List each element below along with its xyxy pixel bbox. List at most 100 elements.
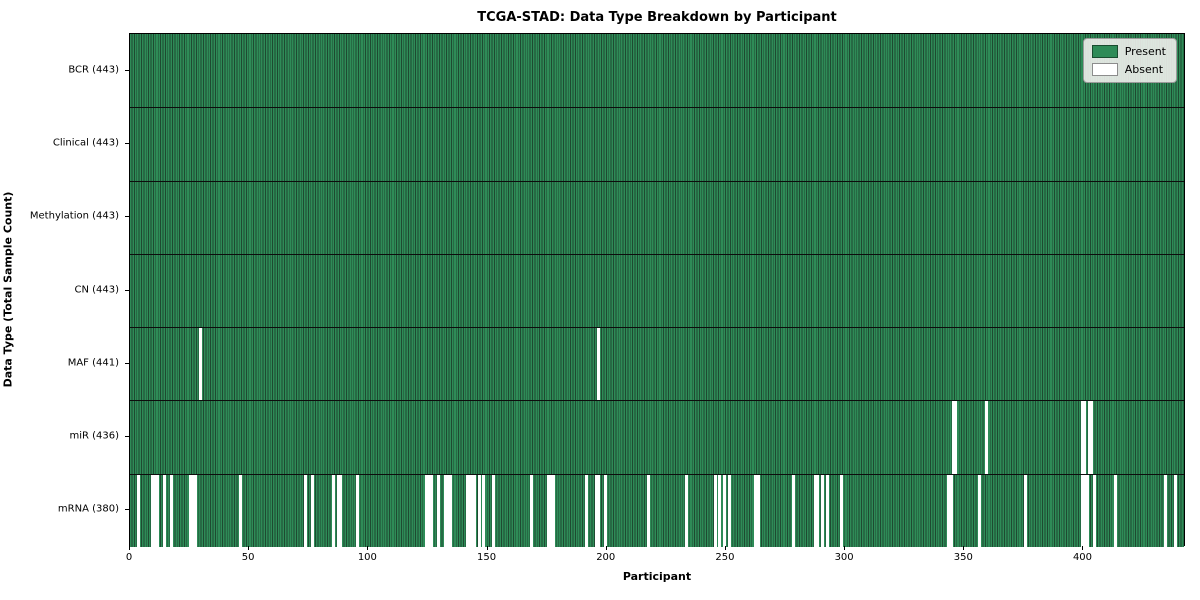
- absent-stripe: [754, 474, 758, 547]
- absent-stripe: [840, 474, 844, 547]
- absent-stripe: [594, 474, 598, 547]
- absent-stripe: [546, 474, 550, 547]
- absent-stripe: [1080, 474, 1084, 547]
- absent-stripe: [820, 474, 824, 547]
- absent-stripe: [198, 328, 202, 401]
- absent-swatch: [1091, 63, 1118, 76]
- x-tick-label: 300: [834, 552, 854, 563]
- x-tick-mark: [248, 546, 250, 550]
- row-methylation: [130, 180, 1184, 254]
- x-tick-mark: [724, 546, 726, 550]
- absent-stripe: [1080, 401, 1084, 474]
- absent-stripe: [189, 474, 193, 547]
- y-tick-mark: [125, 69, 129, 71]
- y-tick-mark: [125, 509, 129, 511]
- absent-stripe: [239, 474, 243, 547]
- y-tick-label: mRNA (380): [57, 503, 119, 515]
- x-tick-label: 200: [596, 552, 616, 563]
- absent-stripe: [1164, 474, 1168, 547]
- absent-stripe: [170, 474, 174, 547]
- row-cn: [130, 253, 1184, 328]
- absent-stripe: [470, 474, 474, 547]
- row-bcr: [130, 34, 1184, 108]
- absent-stripe: [444, 474, 448, 547]
- legend-item-present: Present: [1091, 45, 1166, 58]
- absent-stripe: [1085, 474, 1089, 547]
- absent-stripe: [985, 401, 989, 474]
- absent-stripe: [425, 474, 429, 547]
- absent-stripe: [465, 474, 469, 547]
- legend-item-absent: Absent: [1091, 63, 1166, 76]
- row-maf: [130, 327, 1184, 401]
- row-clinical: [130, 107, 1184, 181]
- absent-stripe: [449, 474, 453, 547]
- absent-stripe: [825, 474, 829, 547]
- absent-stripe: [718, 474, 722, 547]
- absent-stripe: [337, 474, 341, 547]
- absent-stripe: [339, 474, 343, 547]
- absent-stripe: [163, 474, 167, 547]
- absent-stripe: [596, 328, 600, 401]
- absent-stripe: [1023, 474, 1027, 547]
- absent-stripe: [356, 474, 360, 547]
- absent-stripe: [551, 474, 555, 547]
- absent-stripe: [437, 474, 441, 547]
- absent-stripe: [728, 474, 732, 547]
- absent-stripe: [472, 474, 476, 547]
- absent-stripe: [604, 474, 608, 547]
- absent-stripe: [584, 474, 588, 547]
- absent-stripe: [978, 474, 982, 547]
- y-tick-mark: [125, 142, 129, 144]
- absent-stripe: [530, 474, 534, 547]
- absent-stripe: [303, 474, 307, 547]
- y-tick-label: Clinical (443): [52, 137, 119, 149]
- absent-stripe: [713, 474, 717, 547]
- x-tick-label: 250: [715, 552, 735, 563]
- chart-title: TCGA-STAD: Data Type Breakdown by Partic…: [477, 10, 837, 25]
- absent-stripe: [482, 474, 486, 547]
- absent-stripe: [155, 474, 159, 547]
- present-swatch: [1091, 45, 1118, 58]
- absent-stripe: [596, 474, 600, 547]
- y-tick-label: miR (436): [69, 430, 119, 442]
- absent-stripe: [430, 474, 434, 547]
- x-tick-mark: [844, 546, 846, 550]
- absent-stripe: [1090, 401, 1094, 474]
- x-tick-label: 0: [125, 552, 133, 563]
- x-tick-mark: [129, 546, 130, 550]
- x-tick-mark: [367, 546, 369, 550]
- row-mir: [130, 400, 1184, 474]
- absent-stripe: [549, 474, 553, 547]
- absent-stripe: [685, 474, 689, 547]
- x-tick-label: 100: [357, 552, 377, 563]
- x-axis-title: Participant: [622, 570, 692, 583]
- absent-stripe: [310, 474, 314, 547]
- absent-stripe: [1092, 474, 1096, 547]
- row-mrna: [130, 473, 1184, 547]
- absent-stripe: [792, 474, 796, 547]
- absent-stripe: [427, 474, 431, 547]
- absent-stripe: [1114, 474, 1118, 547]
- absent-stripe: [954, 401, 958, 474]
- y-tick-label: CN (443): [74, 284, 119, 295]
- absent-stripe: [191, 474, 195, 547]
- absent-stripe: [949, 474, 953, 547]
- x-tick-mark: [1082, 546, 1084, 550]
- x-tick-mark: [605, 546, 607, 550]
- legend-label: Absent: [1124, 63, 1164, 76]
- y-tick-mark: [125, 436, 129, 438]
- absent-stripe: [153, 474, 157, 547]
- absent-stripe: [646, 474, 650, 547]
- absent-stripe: [1083, 401, 1087, 474]
- absent-stripe: [952, 401, 956, 474]
- y-tick-mark: [125, 216, 129, 218]
- y-tick-label: Methylation (443): [29, 210, 119, 222]
- y-tick-mark: [125, 289, 129, 291]
- x-tick-mark: [963, 546, 965, 550]
- absent-stripe: [477, 474, 481, 547]
- absent-stripe: [813, 474, 817, 547]
- absent-stripe: [332, 474, 336, 547]
- y-tick-mark: [125, 362, 129, 364]
- absent-stripe: [151, 474, 155, 547]
